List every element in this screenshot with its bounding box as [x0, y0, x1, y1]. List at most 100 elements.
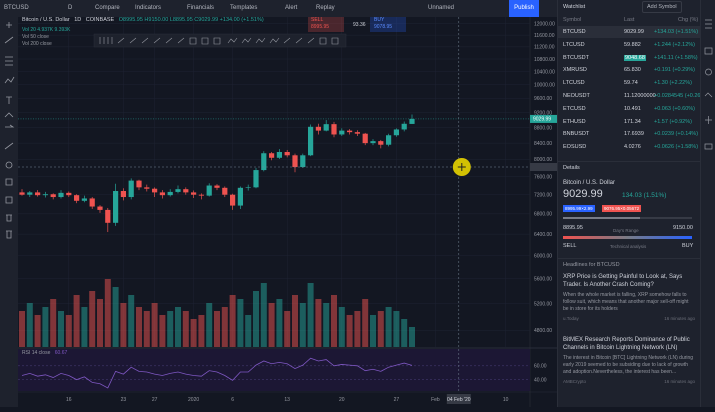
icon[interactable]	[5, 124, 15, 128]
layout-name[interactable]: Unnamed	[428, 5, 455, 11]
floating-toolbar	[93, 33, 347, 48]
volume-bar	[393, 311, 400, 347]
volume-bar	[354, 311, 361, 347]
volume-bar	[42, 307, 49, 347]
x-tick-label: Feb	[431, 397, 440, 403]
volume-bar	[34, 315, 41, 347]
volume-bar	[362, 299, 369, 347]
watchlist-row[interactable]: EOSUSD 4.0276 +0.0626 (+1.58%)	[558, 141, 701, 153]
price-chart[interactable]: 9029.99 04 Feb '20 Bitcoin / U.S. Dollar …	[18, 17, 557, 407]
volume-bar	[237, 299, 244, 347]
icon[interactable]	[6, 230, 12, 239]
watchlist-row[interactable]: ETCUSD 10.491 +0.063 (+0.60%)	[558, 103, 701, 115]
x-tick-label: 20	[339, 397, 345, 403]
candle-body	[74, 195, 80, 201]
y-tick-label: 4800.00	[534, 328, 552, 334]
day-high: 9150.00	[673, 225, 693, 231]
toolbar-item[interactable]: Financials	[187, 5, 215, 11]
icon[interactable]	[705, 68, 712, 76]
icon[interactable]	[5, 196, 13, 204]
symbol: BTCUSD	[563, 29, 586, 35]
tool-icons	[4, 22, 15, 239]
toolbar-item[interactable]: Indicators	[135, 5, 162, 11]
icon[interactable]	[704, 47, 713, 55]
watchlist-row[interactable]: NEOUSDT 11.12000000+0.0284545 (+0.26%)	[558, 90, 701, 102]
interval[interactable]: D	[68, 5, 73, 11]
last-price-label: 9029.99	[533, 117, 551, 123]
toolbar-item[interactable]: Alert	[285, 5, 298, 11]
toolbar-item[interactable]: Replay	[316, 5, 335, 11]
publish-button[interactable]: Publish	[509, 0, 539, 17]
symbol[interactable]: BTCUSD	[4, 5, 29, 11]
candle-body	[128, 180, 134, 198]
candle-body	[42, 194, 48, 196]
ta-label: Technical analysis	[610, 244, 647, 249]
icon[interactable]	[4, 112, 14, 118]
icon[interactable]	[704, 143, 713, 150]
icon[interactable]	[227, 37, 280, 44]
volume-bar	[221, 307, 228, 347]
toolbar-item[interactable]: Compare	[95, 5, 120, 11]
icon[interactable]	[283, 37, 339, 45]
buy-label: BUY	[374, 17, 385, 23]
volume-bar	[73, 295, 80, 347]
icon[interactable]	[5, 56, 13, 66]
candle-body	[206, 185, 212, 196]
add-symbol[interactable]: Add Symbol	[642, 1, 682, 13]
watchlist-row[interactable]: BTCUSDT 9048.68 +141.11 (+1.58%)	[558, 52, 701, 64]
icon[interactable]	[189, 37, 221, 45]
symbol: LTCUSD	[563, 80, 585, 87]
candle-body	[198, 194, 204, 196]
x-tick-label: 13	[284, 397, 290, 403]
candle-body	[167, 191, 173, 196]
candle-body	[222, 187, 228, 195]
icon[interactable]	[4, 76, 15, 84]
watchlist-row[interactable]: ETHUSD 171.34 +1.57 (+0.92%)	[558, 116, 701, 128]
icon[interactable]	[705, 19, 712, 29]
news-item[interactable]: XRP Price is Getting Painful to Look at,…	[563, 273, 695, 322]
last: 11.12000000	[624, 93, 656, 99]
candle-body	[245, 187, 251, 188]
buy-box[interactable]	[370, 17, 406, 32]
volume-bar	[198, 315, 205, 347]
watchlist-row[interactable]: BTCUSD 9029.99 +134.03 (+1.51%)	[558, 26, 701, 38]
symbol: LTCUSD	[563, 41, 585, 48]
icon[interactable]	[6, 214, 12, 222]
sell-box[interactable]	[308, 17, 344, 32]
icon[interactable]	[6, 96, 12, 104]
volume-bar	[175, 307, 181, 347]
volume-bar	[206, 303, 213, 347]
watchlist-row[interactable]: BNBUSDT 17.6939 +0.0239 (+0.14%)	[558, 128, 701, 140]
watchlist-row[interactable]: LTCUSD 59.882 +1.244 (+2.12%)	[558, 39, 701, 51]
candle-body	[269, 153, 275, 158]
candle-body	[323, 124, 329, 131]
watchlist-row[interactable]: XMRUSD 65.830 +0.191 (+0.29%)	[558, 64, 701, 76]
volume-bar	[229, 295, 236, 347]
ta-gauge	[563, 236, 692, 239]
candle-body	[261, 153, 267, 171]
ta-sell: SELL	[563, 243, 577, 249]
column-header: Chg (%)	[678, 17, 699, 23]
icon[interactable]	[5, 161, 13, 169]
toolbar-item[interactable]: Templates	[230, 5, 258, 11]
volume-bar	[65, 315, 72, 347]
watchlist-title[interactable]: Watchlist	[563, 4, 586, 10]
candle-body	[347, 130, 353, 133]
candle-body	[89, 198, 95, 207]
icon[interactable]	[117, 37, 185, 44]
icon[interactable]	[4, 36, 14, 44]
icon[interactable]	[99, 37, 113, 44]
indicator: Vol 20 4.937K 9.393K	[22, 27, 71, 33]
icon[interactable]	[704, 92, 713, 98]
icon[interactable]	[6, 22, 12, 28]
news-item[interactable]: BitMEX Research Reports Dominance of Pub…	[563, 336, 695, 385]
y-tick-label: 6400.00	[534, 232, 552, 238]
icon[interactable]	[4, 142, 14, 150]
icon[interactable]	[705, 116, 712, 124]
watchlist-row[interactable]: LTCUSD 59.74 +1.30 (+2.22%)	[558, 77, 701, 89]
icon[interactable]	[5, 178, 13, 186]
details-price: 9029.99	[563, 188, 603, 200]
volume-bar	[143, 311, 150, 347]
day-low: 8895.95	[563, 225, 583, 231]
